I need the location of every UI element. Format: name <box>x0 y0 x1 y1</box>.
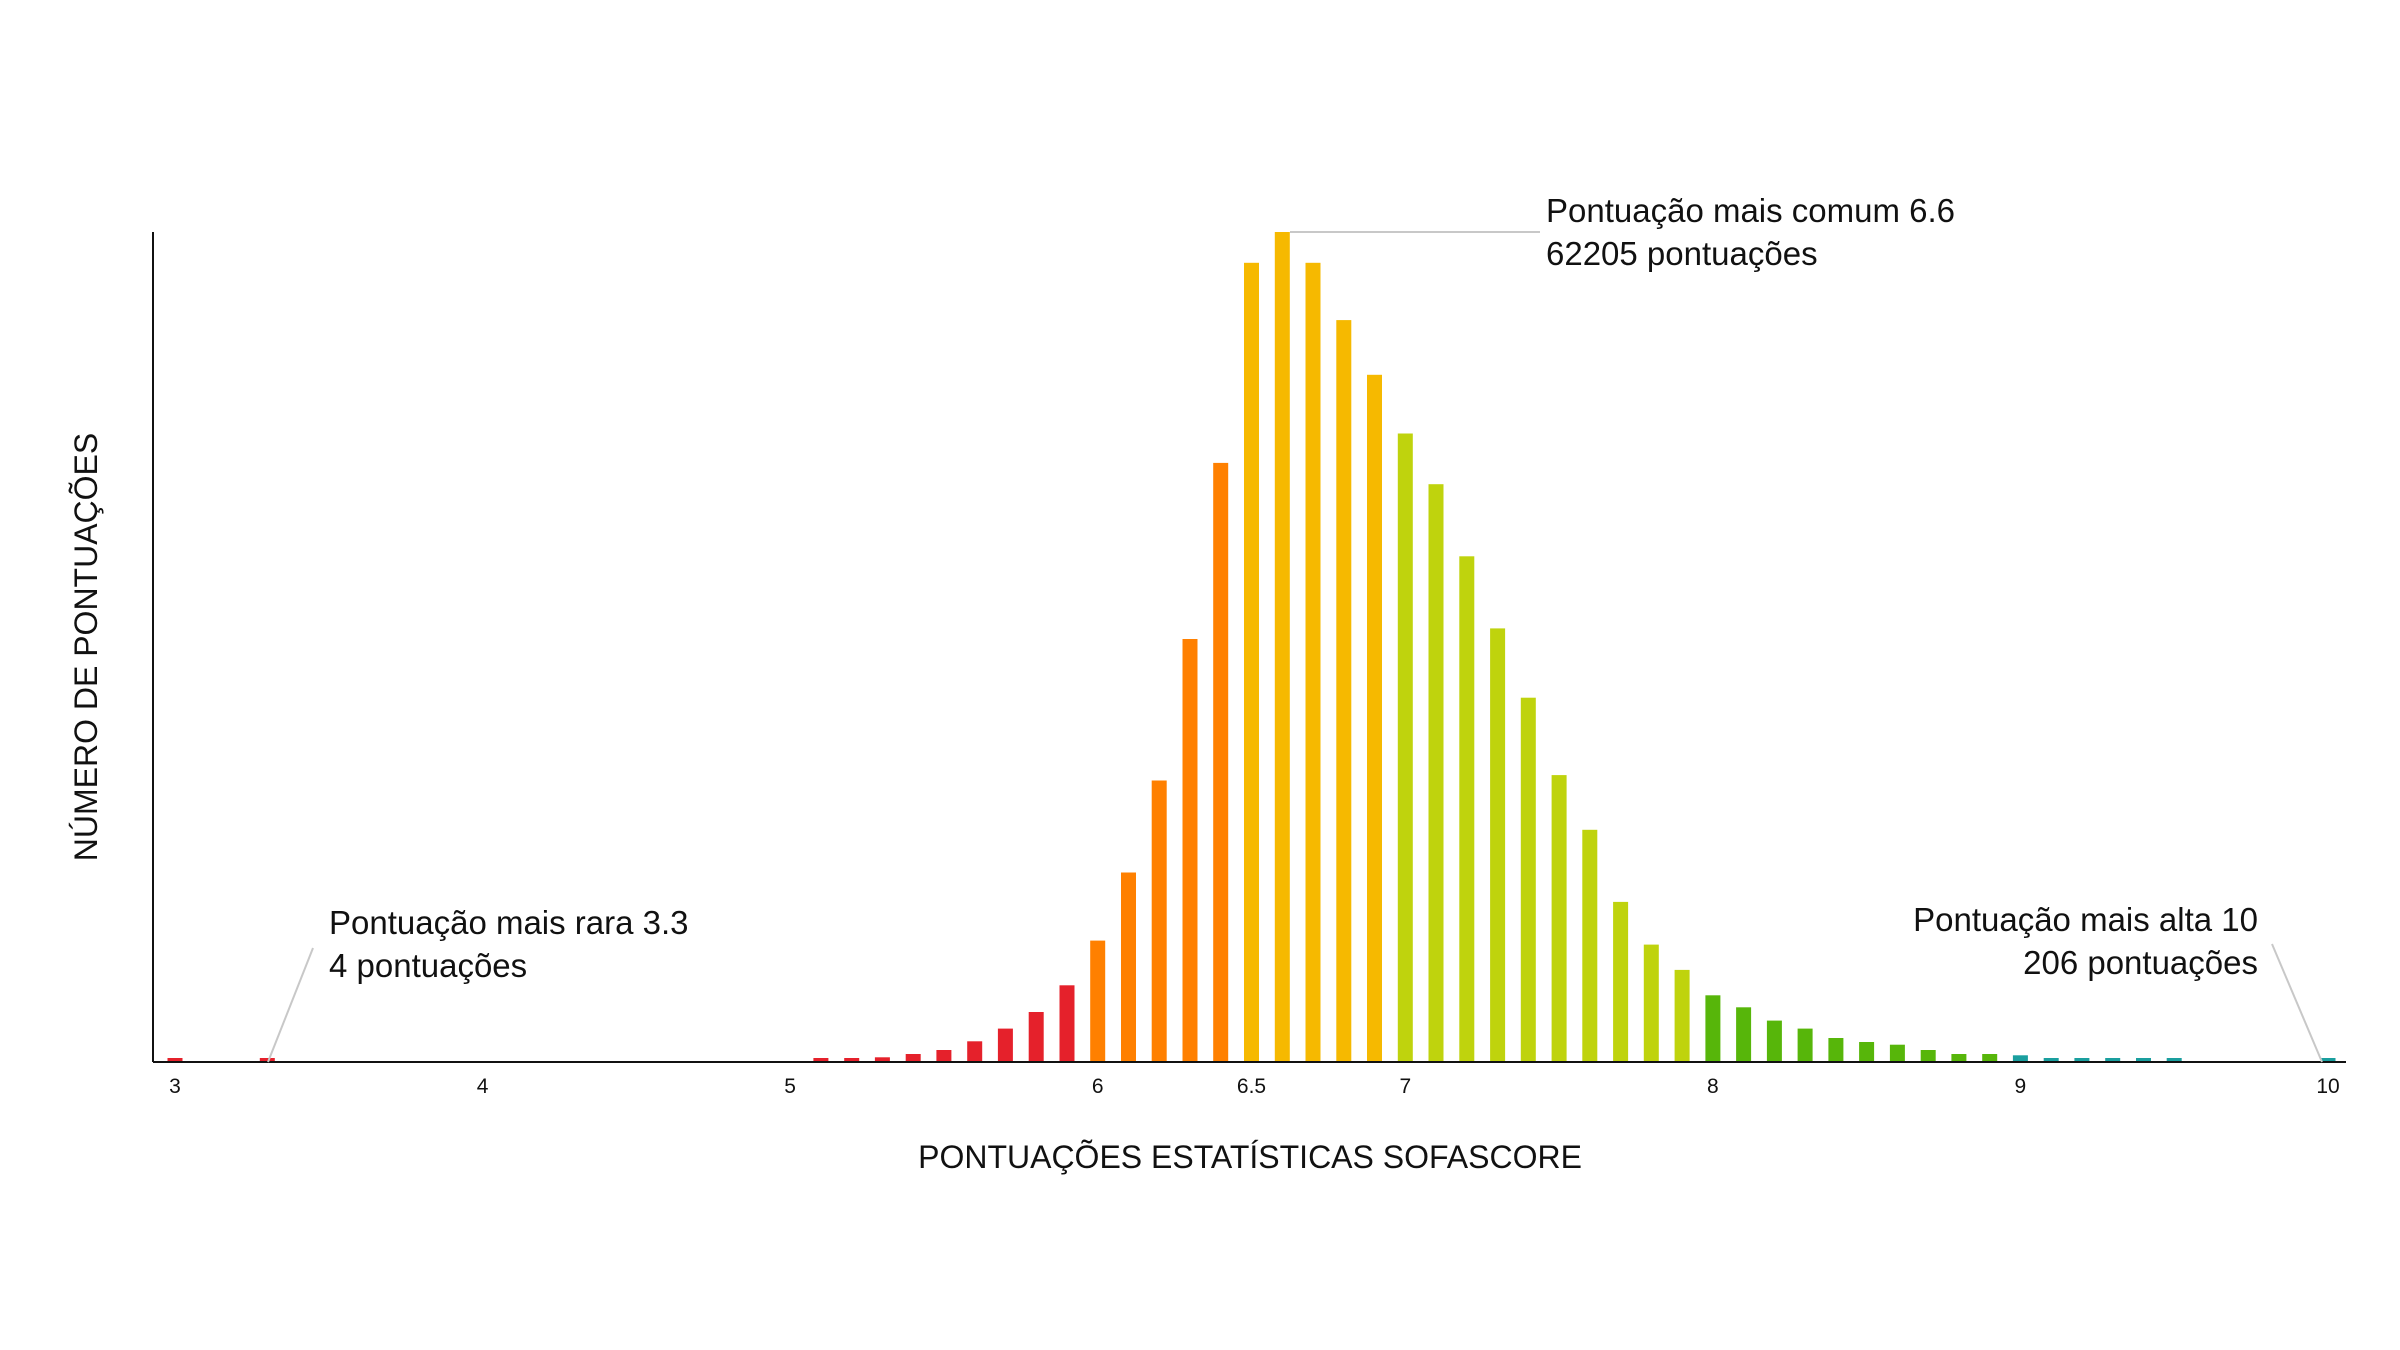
x-tick-label-10: 10 <box>2316 1075 2339 1098</box>
bar-7.6 <box>1582 829 1598 1062</box>
bar-6.5 <box>1244 262 1259 1062</box>
bar-6.9 <box>1367 374 1382 1062</box>
bar-9.1 <box>2043 1058 2059 1062</box>
bar-5.2 <box>844 1058 860 1062</box>
bar-8.1 <box>1736 1007 1752 1062</box>
bar-7.7 <box>1613 901 1629 1062</box>
bar-5.5 <box>936 1050 952 1062</box>
annotation-rare-line-2: 4 pontuações <box>329 947 527 984</box>
bar-5.8 <box>1028 1012 1044 1062</box>
bar-5.3 <box>874 1057 890 1062</box>
annotation-leader-lines <box>267 231 2323 1063</box>
bar-8.4 <box>1828 1038 1844 1062</box>
bar-9.5 <box>2166 1058 2182 1062</box>
annotation-common-line-2: 62205 pontuações <box>1546 235 1818 272</box>
bar-7.2 <box>1459 556 1475 1062</box>
bar-8.7 <box>1920 1050 1936 1062</box>
bar-9.2 <box>2074 1058 2090 1062</box>
x-axis-title: PONTUAÇÕES ESTATÍSTICAS SOFASCORE <box>918 1139 1582 1175</box>
bars-group <box>167 232 2336 1063</box>
bar-9.0 <box>2012 1055 2028 1062</box>
annotation-high: Pontuação mais alta 10 206 pontuações <box>1913 901 2258 981</box>
bar-6.3 <box>1182 639 1198 1062</box>
bar-7.3 <box>1490 628 1506 1062</box>
bar-6.0 <box>1090 940 1106 1062</box>
bar-8.3 <box>1797 1028 1813 1062</box>
leader-line-rare <box>267 947 314 1063</box>
bar-3.0 <box>167 1058 183 1062</box>
bar-7.1 <box>1428 484 1444 1062</box>
bar-5.1 <box>813 1058 829 1062</box>
bar-6.4 <box>1213 462 1229 1062</box>
bar-5.4 <box>905 1054 921 1062</box>
annotation-high-line-1: Pontuação mais alta 10 <box>1913 901 2258 938</box>
x-tick-label-8: 8 <box>1707 1075 1719 1098</box>
x-tick-label-9: 9 <box>2015 1075 2027 1098</box>
x-tick-label-4: 4 <box>477 1075 489 1098</box>
bar-5.9 <box>1059 985 1075 1062</box>
bar-5.7 <box>997 1028 1013 1062</box>
annotation-high-line-2: 206 pontuações <box>2023 944 2258 981</box>
x-tick-label-3: 3 <box>169 1075 181 1098</box>
x-tick-label-5: 5 <box>784 1075 796 1098</box>
annotation-rare-line-1: Pontuação mais rara 3.3 <box>329 904 689 941</box>
x-tick-label-6.5: 6.5 <box>1237 1075 1266 1098</box>
bar-8.9 <box>1982 1054 1998 1062</box>
bar-8.0 <box>1705 995 1721 1062</box>
bar-7.9 <box>1674 969 1690 1062</box>
annotation-common: Pontuação mais comum 6.6 62205 pontuações <box>1546 192 1955 272</box>
x-tick-label-7: 7 <box>1399 1075 1411 1098</box>
bar-6.8 <box>1336 320 1352 1063</box>
bar-6.1 <box>1121 872 1136 1062</box>
bar-3.3 <box>259 1058 275 1062</box>
bar-6.6 <box>1274 232 1290 1062</box>
annotation-common-line-1: Pontuação mais comum 6.6 <box>1546 192 1955 229</box>
bar-5.6 <box>967 1041 983 1062</box>
bar-7.0 <box>1397 433 1413 1062</box>
bar-10.0 <box>2320 1058 2336 1062</box>
bar-6.2 <box>1151 780 1167 1062</box>
bar-6.7 <box>1305 262 1321 1062</box>
bar-9.4 <box>2136 1058 2151 1062</box>
bar-8.6 <box>1889 1044 1905 1062</box>
bar-7.5 <box>1551 775 1567 1062</box>
bar-8.5 <box>1859 1042 1875 1062</box>
y-axis-title: NÚMERO DE PONTUAÇÕES <box>68 433 104 861</box>
x-tick-labels: 3 4 5 6 6.5 7 8 9 10 <box>169 1075 2340 1098</box>
bar-8.8 <box>1951 1054 1967 1062</box>
bar-8.2 <box>1766 1020 1782 1062</box>
annotations-group: Pontuação mais comum 6.6 62205 pontuações… <box>329 192 2258 984</box>
bar-9.3 <box>2105 1058 2121 1062</box>
bar-7.4 <box>1520 697 1536 1062</box>
leader-line-high <box>2271 943 2323 1063</box>
annotation-rare: Pontuação mais rara 3.3 4 pontuações <box>329 904 689 984</box>
bar-7.8 <box>1643 944 1659 1062</box>
x-tick-label-6: 6 <box>1092 1075 1104 1098</box>
